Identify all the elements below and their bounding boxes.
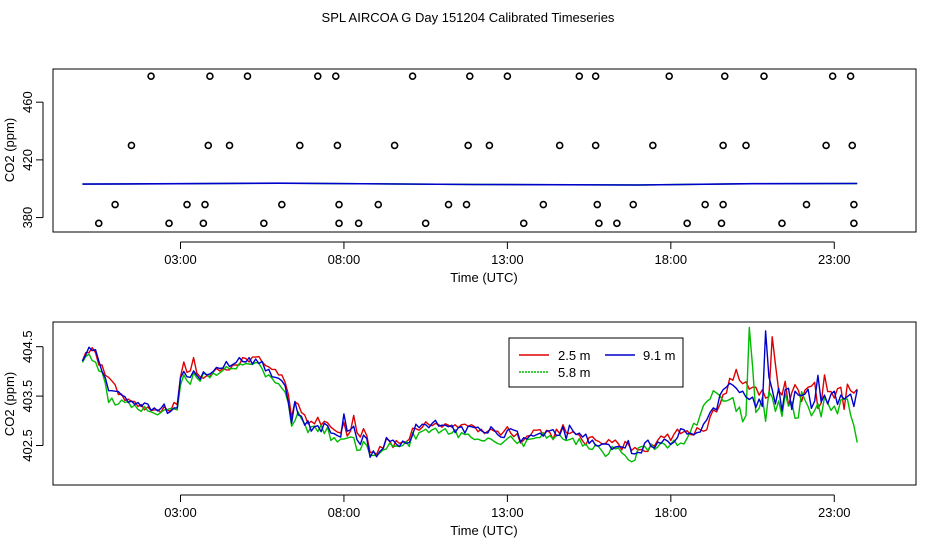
top-outlier-point (260, 219, 268, 228)
top-outlier-point (802, 200, 811, 209)
bottom-y-axis: 402.5 403.5 404.5 (20, 330, 44, 462)
top-outlier-point (719, 141, 727, 150)
top-outlier-point (822, 141, 830, 150)
top-outlier-point (183, 200, 191, 209)
top-outlier-point (296, 141, 304, 150)
top-outlier-point (390, 141, 399, 150)
top-outlier-point (374, 200, 383, 209)
top-outlier-point (575, 72, 584, 81)
top-outlier-point (719, 200, 727, 209)
top-outlier-point (850, 219, 858, 228)
top-outlier-point (683, 219, 691, 228)
bottom-y-axis-label: CO2 (ppm) (2, 372, 17, 436)
top-x-axis: 03:00 08:00 13:00 18:00 23:00 (164, 241, 851, 267)
top-outlier-point (555, 141, 564, 150)
top-outlier-point (591, 72, 600, 81)
top-outlier-point (848, 141, 857, 150)
bottom-y-tick-label: 404.5 (20, 330, 35, 363)
top-outlier-point (629, 200, 638, 209)
top-outlier-point (444, 200, 453, 209)
top-outlier-point (665, 72, 673, 81)
top-y-tick-label: 420 (20, 149, 35, 171)
top-outlier-point (464, 141, 472, 150)
top-y-tick-label: 460 (20, 91, 35, 113)
top-outlier-point (519, 219, 528, 228)
top-x-tick-label: 13:00 (491, 252, 524, 267)
top-outlier-point (147, 72, 155, 81)
top-x-tick-label: 18:00 (655, 252, 688, 267)
bottom-x-tick-label: 13:00 (491, 505, 524, 520)
top-outlier-point (204, 141, 213, 150)
top-outlier-point (354, 219, 363, 228)
top-outlier-point (595, 219, 603, 228)
legend: 2.5 m 9.1 m 5.8 m (508, 337, 684, 388)
top-plot-frame (52, 68, 917, 233)
top-outlier-point (333, 141, 342, 150)
top-outlier-point (462, 200, 471, 209)
legend-label-2-5m: 2.5 m (558, 348, 591, 363)
bottom-x-axis-label: Time (UTC) (450, 523, 517, 538)
chart-title: SPL AIRCOA G Day 151204 Calibrated Times… (322, 10, 615, 25)
bottom-x-tick-label: 03:00 (164, 505, 197, 520)
top-baseline-blue (82, 182, 858, 186)
top-outlier-point (485, 141, 494, 150)
top-outlier-point (408, 72, 417, 81)
top-x-tick-label: 03:00 (164, 252, 197, 267)
legend-label-5-8m: 5.8 m (558, 365, 591, 380)
top-outlier-point (278, 200, 286, 209)
top-outlier-point (593, 200, 602, 209)
bottom-x-tick-label: 08:00 (328, 505, 361, 520)
top-outlier-point (613, 219, 621, 228)
top-outlier-point (846, 72, 855, 81)
bottom-series-lines (81, 326, 858, 463)
top-outlier-point (201, 200, 209, 209)
top-outlier-point (127, 141, 136, 150)
top-outlier-point (539, 200, 548, 209)
top-outlier-point (850, 200, 858, 209)
series-line-5-8-m (81, 326, 858, 463)
top-outlier-point (243, 72, 252, 81)
top-outlier-point (701, 200, 709, 209)
top-x-tick-label: 08:00 (328, 252, 361, 267)
top-outlier-point (331, 72, 340, 81)
top-outlier-point (778, 219, 786, 228)
legend-box (508, 337, 684, 388)
top-outlier-point (421, 219, 430, 228)
top-outlier-point (720, 72, 729, 81)
top-outlier-point (94, 219, 103, 228)
top-outlier-points (82, 72, 858, 228)
top-outlier-point (742, 141, 750, 150)
bottom-x-tick-label: 18:00 (655, 505, 688, 520)
top-x-axis-label: Time (UTC) (450, 270, 517, 285)
top-outlier-point (717, 219, 726, 228)
series-line-9-1-m (81, 330, 858, 458)
top-outlier-point (503, 72, 512, 81)
top-y-axis-label: CO2 (ppm) (2, 118, 17, 182)
bottom-y-tick-label: 403.5 (20, 380, 35, 413)
top-panel: 03:00 08:00 13:00 18:00 23:00 380 420 460 Time… (2, 68, 917, 285)
top-outlier-point (591, 141, 600, 150)
top-x-tick-label: 23:00 (818, 252, 851, 267)
top-outlier-point (313, 72, 322, 81)
top-outlier-point (165, 219, 173, 228)
bottom-x-axis: 03:00 08:00 13:00 18:00 23:00 (164, 494, 851, 520)
top-outlier-point (335, 219, 343, 228)
top-y-axis: 380 420 460 (20, 91, 44, 229)
top-outlier-point (335, 200, 343, 209)
top-outlier-point (111, 200, 119, 209)
top-outlier-point (199, 219, 208, 228)
legend-label-9-1m: 9.1 m (643, 348, 676, 363)
top-outlier-point (225, 141, 234, 150)
bottom-plot-frame (52, 321, 917, 486)
bottom-x-tick-label: 23:00 (818, 505, 851, 520)
top-y-tick-label: 380 (20, 207, 35, 229)
bottom-panel: 03:00 08:00 13:00 18:00 23:00 402.5 403.5 404.… (2, 321, 917, 538)
bottom-y-tick-label: 402.5 (20, 429, 35, 462)
top-outlier-point (649, 141, 657, 150)
top-outlier-point (760, 72, 768, 81)
top-outlier-point (206, 72, 214, 81)
top-outlier-point (828, 72, 837, 81)
top-outlier-point (465, 72, 474, 81)
